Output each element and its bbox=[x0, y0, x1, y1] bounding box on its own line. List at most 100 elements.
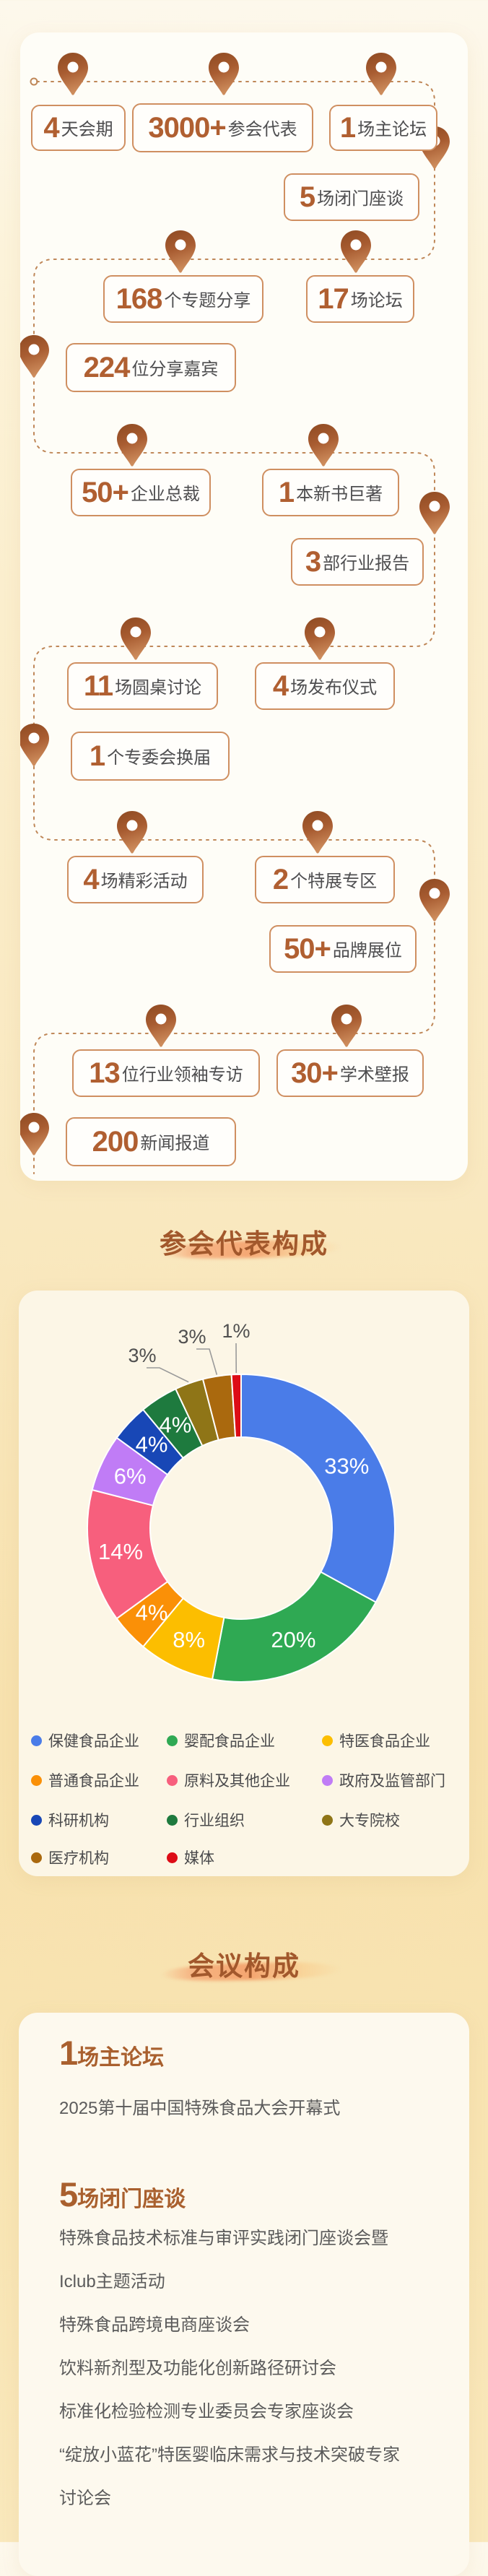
stat-label: 参会代表 bbox=[228, 117, 297, 139]
stat-number: 4 bbox=[273, 672, 288, 701]
location-pin-icon bbox=[20, 1113, 49, 1155]
chart-legend: 保健食品企业婴配食品企业特医食品企业普通食品企业原料及其他企业政府及监管部门科研… bbox=[19, 1291, 469, 1876]
legend-item: 医疗机构 bbox=[31, 1847, 109, 1868]
stat-number: 200 bbox=[92, 1127, 139, 1156]
stat-number: 1 bbox=[340, 113, 355, 142]
location-pin-icon bbox=[302, 811, 333, 854]
stat-label: 场圆桌讨论 bbox=[115, 675, 201, 697]
legend-item: 政府及监管部门 bbox=[322, 1769, 445, 1791]
stat-label: 个专题分享 bbox=[164, 288, 250, 310]
legend-item: 行业组织 bbox=[167, 1809, 245, 1831]
location-pin-icon bbox=[146, 1005, 176, 1047]
stat-label: 部行业报告 bbox=[323, 551, 409, 573]
location-pin-icon bbox=[305, 617, 335, 660]
legend-dot-icon bbox=[322, 1775, 333, 1786]
participants-chart-card: 33%20%8%4%14%6%4%4%3%3%1% 保健食品企业婴配食品企业特医… bbox=[19, 1291, 469, 1876]
stat-box-delegates: 3000+参会代表 bbox=[132, 103, 313, 152]
heading-number: 1 bbox=[59, 2034, 77, 2072]
legend-label: 大专院校 bbox=[339, 1809, 400, 1831]
location-pin-icon bbox=[20, 335, 49, 378]
list-item: 特殊食品跨境电商座谈会 bbox=[59, 2304, 413, 2347]
location-pin-icon bbox=[121, 617, 151, 660]
stat-number: 13 bbox=[89, 1059, 120, 1088]
stat-label: 企业总裁 bbox=[131, 482, 200, 503]
main-forum-heading: 1场主论坛 bbox=[59, 2036, 164, 2070]
legend-label: 原料及其他企业 bbox=[184, 1769, 290, 1791]
stat-number: 17 bbox=[318, 285, 349, 313]
location-pin-icon bbox=[366, 53, 396, 95]
meetings-section-title: 会议构成 bbox=[0, 1944, 488, 1983]
closed-door-list: 特殊食品技术标准与审评实践闭门座谈会暨Iclub主题活动 特殊食品跨境电商座谈会… bbox=[59, 2217, 413, 2520]
legend-item: 原料及其他企业 bbox=[167, 1769, 290, 1791]
stat-label: 场精彩活动 bbox=[101, 869, 188, 890]
legend-dot-icon bbox=[167, 1815, 178, 1826]
list-item: 特殊食品技术标准与审评实践闭门座谈会暨Iclub主题活动 bbox=[59, 2217, 413, 2304]
location-pin-icon bbox=[419, 879, 450, 921]
section-title-text: 参会代表构成 bbox=[160, 1229, 328, 1259]
stat-number: 30+ bbox=[291, 1059, 338, 1088]
location-pin-icon bbox=[165, 230, 196, 273]
list-item: “绽放小蓝花”特医婴临床需求与技术突破专家讨论会 bbox=[59, 2434, 413, 2520]
stat-box-ceos: 50+企业总裁 bbox=[71, 469, 211, 516]
legend-label: 医疗机构 bbox=[48, 1847, 109, 1868]
legend-label: 特医食品企业 bbox=[339, 1730, 430, 1751]
stat-number: 1 bbox=[279, 478, 294, 507]
legend-dot-icon bbox=[31, 1735, 42, 1746]
stat-number: 168 bbox=[116, 285, 162, 313]
legend-item: 婴配食品企业 bbox=[167, 1730, 275, 1751]
location-pin-icon bbox=[58, 53, 88, 95]
stat-label: 位行业领袖专访 bbox=[122, 1062, 243, 1084]
list-item: 标准化检验检测专业委员会专家座谈会 bbox=[59, 2390, 413, 2434]
stat-label: 场论坛 bbox=[351, 288, 403, 310]
legend-dot-icon bbox=[167, 1775, 178, 1786]
stat-label: 场发布仪式 bbox=[290, 675, 377, 697]
stat-label: 个特展专区 bbox=[290, 869, 377, 890]
stat-number: 1 bbox=[90, 742, 105, 771]
legend-label: 保健食品企业 bbox=[48, 1730, 139, 1751]
stat-label: 天会期 bbox=[61, 117, 113, 139]
stat-label: 学术壁报 bbox=[340, 1062, 409, 1084]
stat-label: 新闻报道 bbox=[140, 1131, 209, 1153]
stat-label: 本新书巨著 bbox=[296, 482, 383, 503]
legend-label: 媒体 bbox=[184, 1847, 214, 1868]
stat-number: 3000+ bbox=[148, 113, 225, 142]
legend-dot-icon bbox=[322, 1735, 333, 1746]
stat-box-brand-booths: 50+品牌展位 bbox=[269, 925, 417, 973]
legend-label: 政府及监管部门 bbox=[339, 1769, 445, 1791]
participants-section-title: 参会代表构成 bbox=[0, 1222, 488, 1261]
legend-item: 媒体 bbox=[167, 1847, 214, 1868]
legend-dot-icon bbox=[167, 1735, 178, 1746]
stat-number: 5 bbox=[300, 183, 315, 212]
list-item: 饮料新剂型及功能化创新路径研讨会 bbox=[59, 2347, 413, 2390]
section-title-text: 会议构成 bbox=[188, 1951, 300, 1981]
legend-dot-icon bbox=[31, 1852, 42, 1863]
location-pin-icon bbox=[117, 424, 147, 467]
heading-number: 5 bbox=[59, 2175, 77, 2213]
location-pin-icon bbox=[117, 811, 147, 854]
location-pin-icon bbox=[308, 424, 339, 467]
location-pin-icon bbox=[209, 53, 239, 95]
heading-suffix: 场闭门座谈 bbox=[77, 2187, 186, 2211]
legend-item: 保健食品企业 bbox=[31, 1730, 139, 1751]
meetings-card: 1场主论坛 2025第十届中国特殊食品大会开幕式 5场闭门座谈 特殊食品技术标准… bbox=[19, 2013, 469, 2576]
stat-label: 品牌展位 bbox=[333, 938, 402, 960]
legend-label: 科研机构 bbox=[48, 1809, 109, 1831]
stat-number: 3 bbox=[305, 547, 321, 576]
stat-number: 224 bbox=[84, 353, 130, 382]
stat-number: 50+ bbox=[284, 934, 331, 963]
legend-dot-icon bbox=[167, 1852, 178, 1863]
